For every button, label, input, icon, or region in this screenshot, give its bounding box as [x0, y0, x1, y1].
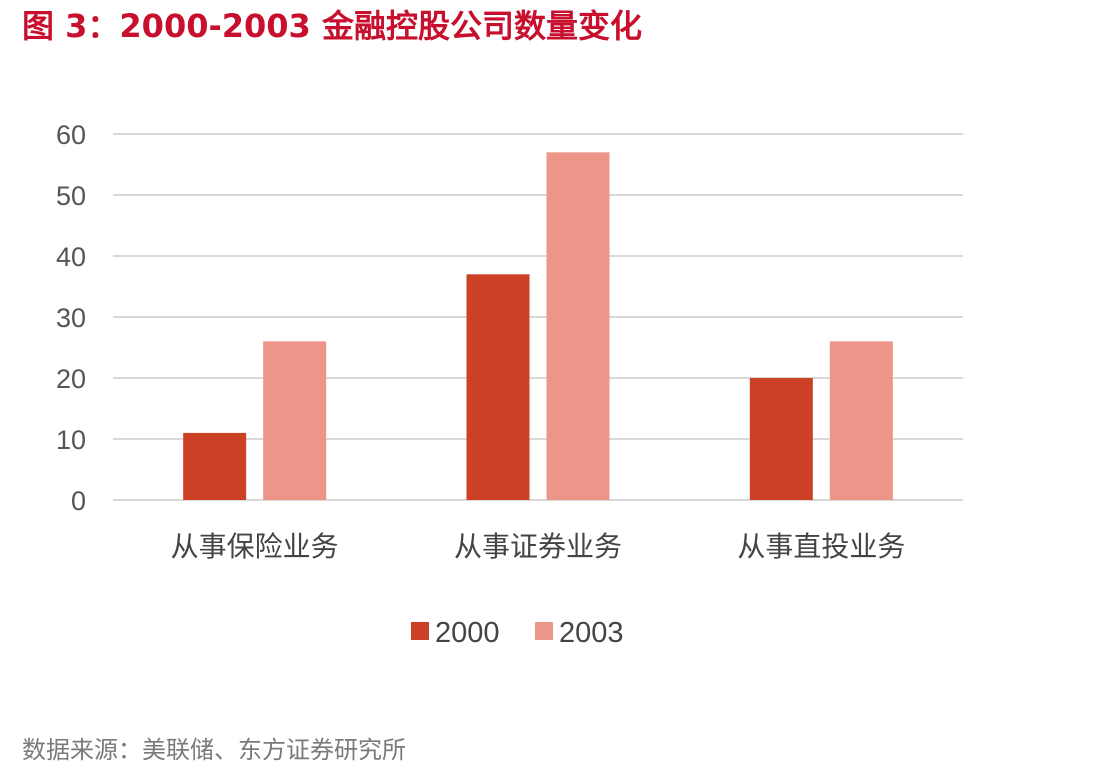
category-label: 从事保险业务	[171, 530, 339, 563]
source-note: 数据来源：美联储、东方证券研究所	[22, 736, 406, 764]
y-tick-label: 40	[56, 242, 86, 272]
bar-2000-1	[466, 274, 530, 500]
figure-title: 图 3：2000-2003 金融控股公司数量变化	[22, 7, 642, 45]
legend-swatch-2000	[411, 622, 429, 640]
y-tick-label: 30	[56, 303, 86, 333]
gridlines	[113, 133, 963, 501]
y-tick-label: 50	[56, 181, 86, 211]
category-label: 从事证券业务	[454, 530, 622, 563]
y-tick-label: 10	[56, 425, 86, 455]
y-tick-label: 0	[71, 486, 86, 516]
legend: 2000 2003	[411, 617, 624, 649]
category-label: 从事直投业务	[737, 530, 905, 563]
legend-swatch-2003	[535, 622, 553, 640]
legend-label-2003: 2003	[559, 617, 624, 649]
bar-2000-0	[183, 432, 247, 500]
x-axis-category-labels: 从事保险业务 从事证券业务 从事直投业务	[171, 530, 906, 563]
bar-2003-1	[546, 152, 610, 501]
bar-2003-2	[829, 341, 893, 500]
y-tick-label: 20	[56, 364, 86, 394]
legend-label-2000: 2000	[435, 617, 500, 649]
bars	[183, 152, 893, 501]
y-tick-label: 60	[56, 120, 86, 150]
y-axis-tick-labels: 0 10 20 30 40 50 60	[56, 120, 86, 516]
bar-2003-0	[263, 341, 327, 500]
bar-2000-2	[749, 378, 813, 500]
